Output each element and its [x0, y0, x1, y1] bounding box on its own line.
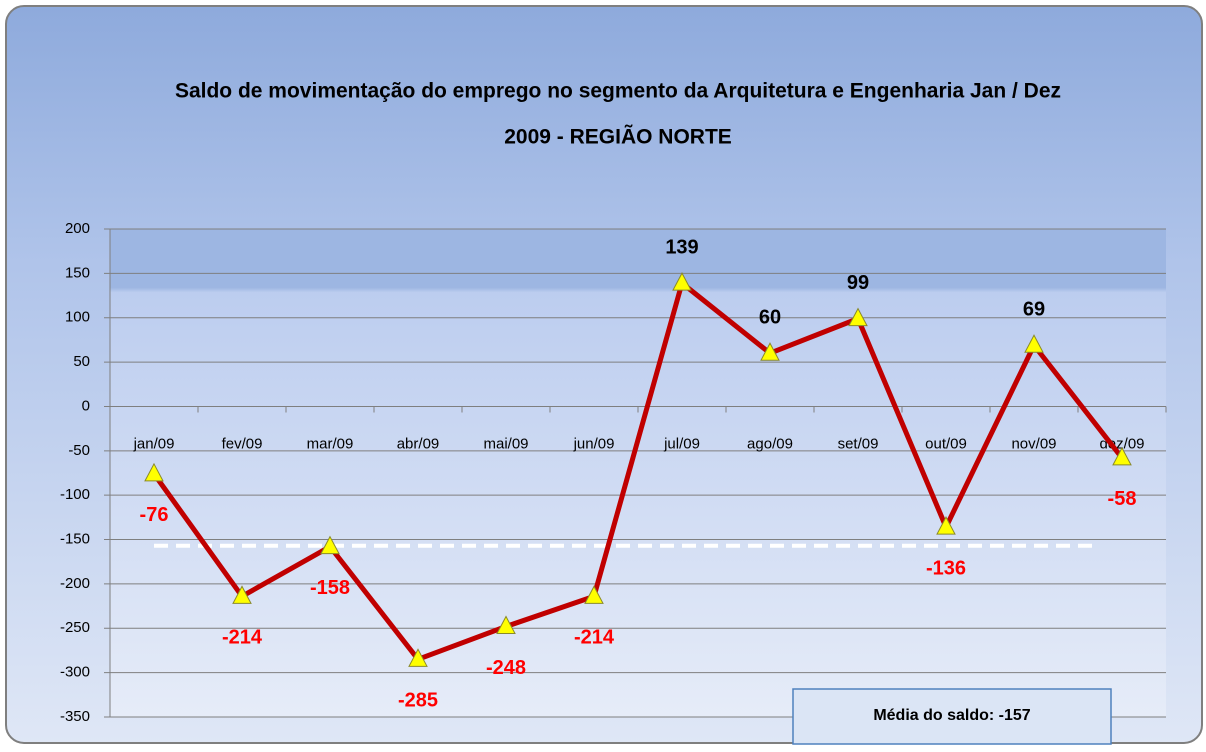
y-tick-label: 150 [65, 264, 90, 281]
data-marker [760, 342, 780, 361]
y-tick-label: 200 [65, 220, 90, 237]
data-line [151, 280, 1124, 662]
data-label: 99 [847, 272, 869, 294]
x-tick-label: out/09 [925, 435, 967, 452]
x-tick-label: set/09 [838, 435, 879, 452]
x-tick-label: fev/09 [222, 435, 263, 452]
y-tick-label: -150 [60, 531, 90, 548]
data-marker [1112, 446, 1132, 466]
data-label: 69 [1023, 299, 1045, 321]
y-tick-label: -350 [60, 708, 90, 725]
y-tick-label: -250 [60, 619, 90, 636]
x-tick-label: mar/09 [307, 435, 354, 452]
data-marker [320, 535, 340, 555]
data-label: -58 [1108, 488, 1137, 510]
data-label: 60 [759, 306, 781, 328]
data-label: 139 [665, 236, 698, 258]
x-tick-label: jun/09 [573, 435, 615, 452]
x-tick-label: nov/09 [1011, 435, 1056, 452]
data-marker [408, 648, 428, 667]
y-tick-label: 100 [65, 309, 90, 326]
y-tick-label: -50 [68, 442, 90, 459]
average-label: Média do saldo: -157 [873, 707, 1030, 724]
plot-area [110, 229, 1166, 717]
data-marker [1024, 334, 1044, 353]
data-label: -285 [398, 690, 438, 712]
x-tick-label: mai/09 [483, 435, 528, 452]
x-tick-label: jul/09 [663, 435, 700, 452]
y-tick-label: 0 [82, 397, 90, 414]
average-box [792, 688, 1112, 745]
data-marker [232, 585, 252, 604]
data-marker [936, 516, 956, 535]
data-marker [584, 585, 604, 604]
data-marker [672, 272, 692, 291]
y-tick-label: -200 [60, 575, 90, 592]
data-label: -248 [486, 657, 526, 679]
x-tick-label: jan/09 [133, 435, 175, 452]
y-tick-label: -100 [60, 486, 90, 503]
data-label: -136 [926, 557, 966, 579]
y-tick-label: 50 [73, 353, 90, 370]
chart-title: Saldo de movimentação do emprego no segm… [175, 80, 1061, 103]
data-marker [144, 462, 164, 482]
data-label: -158 [310, 577, 350, 599]
data-label: -214 [574, 627, 615, 649]
x-tick-label: ago/09 [747, 435, 793, 452]
x-tick-label: abr/09 [397, 435, 440, 452]
data-label: -76 [140, 504, 169, 526]
y-tick-label: -300 [60, 664, 90, 681]
data-marker [848, 307, 868, 327]
chart-subtitle: 2009 - REGIÃO NORTE [504, 126, 732, 149]
data-label: -214 [222, 627, 263, 649]
data-marker [496, 615, 516, 634]
